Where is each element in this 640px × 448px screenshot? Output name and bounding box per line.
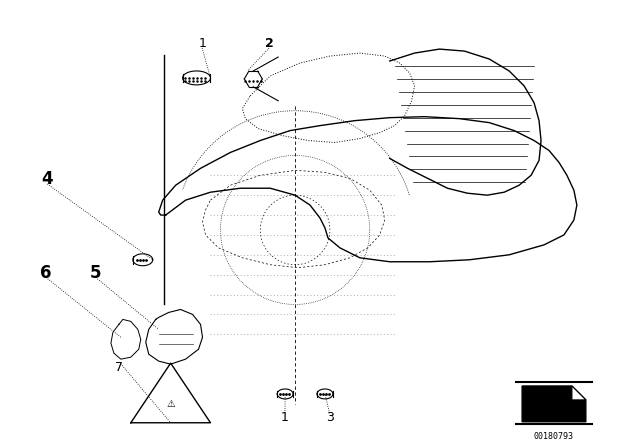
- Text: 00180793: 00180793: [534, 432, 574, 441]
- Text: ⚠: ⚠: [166, 399, 175, 409]
- Text: 4: 4: [42, 171, 53, 189]
- Text: 7: 7: [115, 361, 124, 374]
- Text: 3: 3: [326, 411, 333, 424]
- Text: 1: 1: [281, 411, 289, 424]
- Polygon shape: [522, 386, 586, 422]
- Text: 5: 5: [90, 264, 102, 282]
- Polygon shape: [572, 386, 586, 400]
- Text: 2: 2: [265, 37, 273, 50]
- Text: 6: 6: [40, 264, 52, 282]
- Text: 1: 1: [198, 37, 206, 50]
